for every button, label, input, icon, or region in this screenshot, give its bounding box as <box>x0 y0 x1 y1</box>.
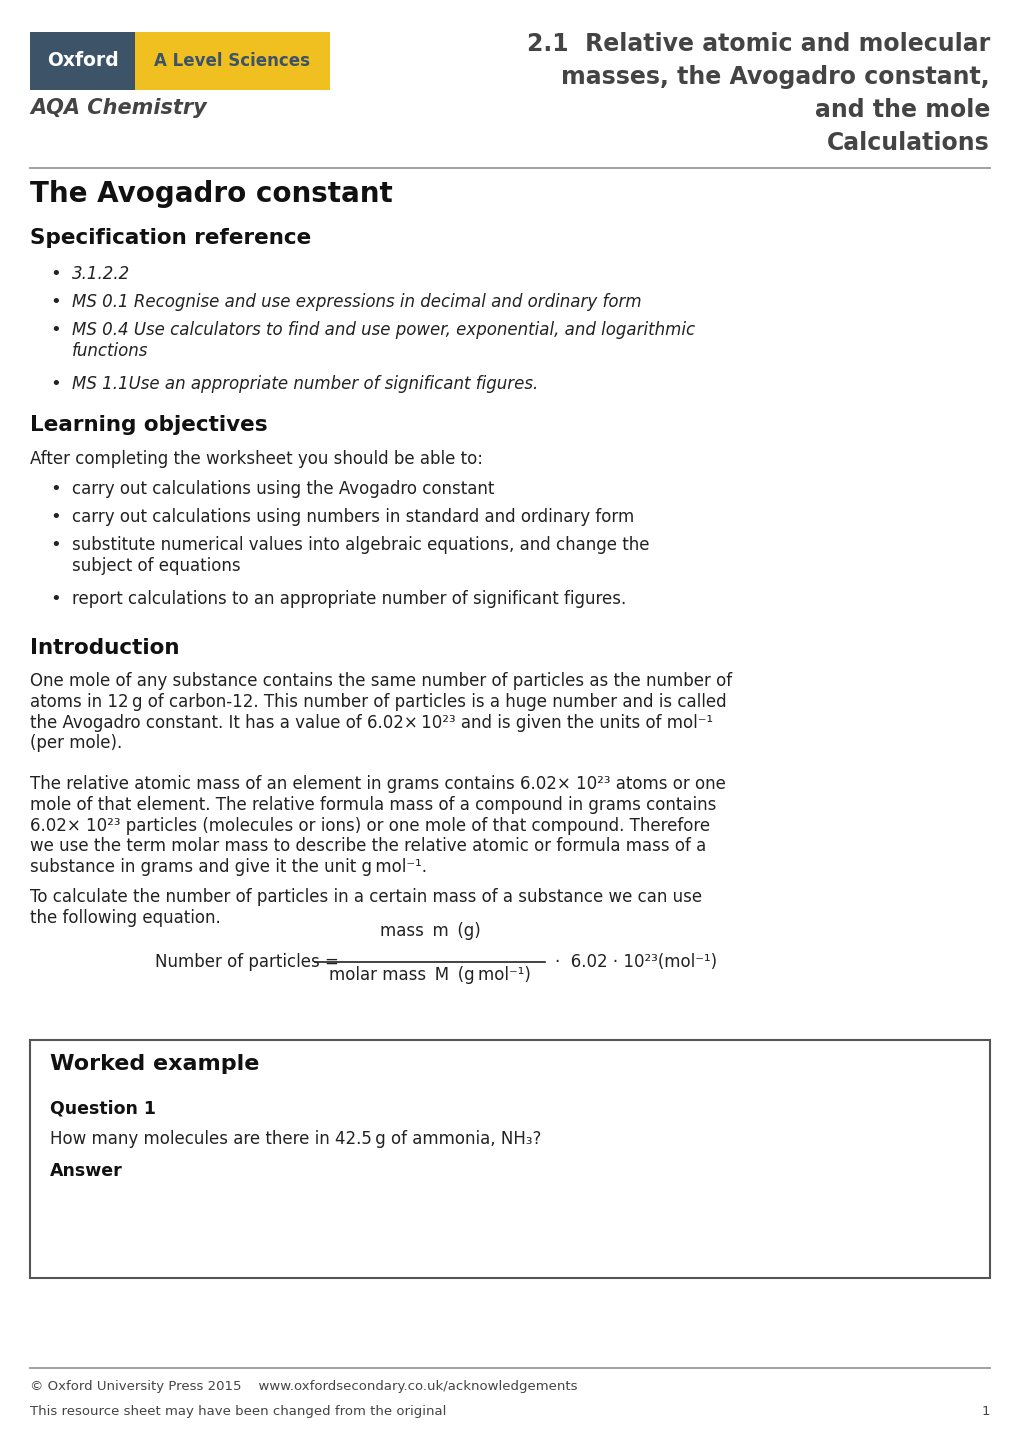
Text: Number of particles =: Number of particles = <box>155 953 338 970</box>
Text: 3.1.2.2: 3.1.2.2 <box>72 265 130 283</box>
Bar <box>30 32 135 89</box>
Text: masses, the Avogadro constant,: masses, the Avogadro constant, <box>560 65 989 89</box>
Text: Learning objectives: Learning objectives <box>30 415 267 435</box>
Text: •: • <box>50 375 61 394</box>
Text: molar mass  M  (g mol⁻¹): molar mass M (g mol⁻¹) <box>329 966 531 983</box>
Text: To calculate the number of particles in a certain mass of a substance we can use: To calculate the number of particles in … <box>30 888 701 927</box>
Text: One mole of any substance contains the same number of particles as the number of: One mole of any substance contains the s… <box>30 672 732 753</box>
Text: •: • <box>50 508 61 526</box>
Text: Specification reference: Specification reference <box>30 228 311 248</box>
Text: Oxford: Oxford <box>47 52 119 71</box>
Text: •: • <box>50 322 61 339</box>
Text: ·  6.02 · 10²³(mol⁻¹): · 6.02 · 10²³(mol⁻¹) <box>554 953 716 970</box>
Text: MS 0.4 Use calculators to find and use power, exponential, and logarithmic
funct: MS 0.4 Use calculators to find and use p… <box>72 322 694 360</box>
Text: A Level Sciences: A Level Sciences <box>154 52 310 71</box>
Text: MS 1.1Use an appropriate number of significant figures.: MS 1.1Use an appropriate number of signi… <box>72 375 538 394</box>
Text: and the mole: and the mole <box>814 98 989 123</box>
Text: After completing the worksheet you should be able to:: After completing the worksheet you shoul… <box>30 450 483 469</box>
Text: •: • <box>50 536 61 554</box>
Text: •: • <box>50 480 61 497</box>
Text: This resource sheet may have been changed from the original: This resource sheet may have been change… <box>30 1405 446 1417</box>
Text: The Avogadro constant: The Avogadro constant <box>30 180 392 208</box>
FancyBboxPatch shape <box>30 1040 989 1278</box>
Text: Worked example: Worked example <box>50 1054 259 1074</box>
Text: •: • <box>50 265 61 283</box>
Text: MS 0.1 Recognise and use expressions in decimal and ordinary form: MS 0.1 Recognise and use expressions in … <box>72 293 641 311</box>
Text: AQA Chemistry: AQA Chemistry <box>30 98 207 118</box>
Text: 1: 1 <box>980 1405 989 1417</box>
Text: The relative atomic mass of an element in grams contains 6.02× 10²³ atoms or one: The relative atomic mass of an element i… <box>30 774 726 877</box>
Text: Calculations: Calculations <box>826 131 989 154</box>
Text: 2.1  Relative atomic and molecular: 2.1 Relative atomic and molecular <box>526 32 989 56</box>
Text: How many molecules are there in 42.5 g of ammonia, NH₃?: How many molecules are there in 42.5 g o… <box>50 1131 541 1148</box>
Text: mass  m  (g): mass m (g) <box>379 921 480 940</box>
Text: Question 1: Question 1 <box>50 1100 156 1118</box>
Text: Answer: Answer <box>50 1162 122 1180</box>
Text: substitute numerical values into algebraic equations, and change the
subject of : substitute numerical values into algebra… <box>72 536 649 575</box>
Text: carry out calculations using numbers in standard and ordinary form: carry out calculations using numbers in … <box>72 508 634 526</box>
Text: Introduction: Introduction <box>30 637 179 658</box>
Text: •: • <box>50 590 61 609</box>
Text: © Oxford University Press 2015    www.oxfordsecondary.co.uk/acknowledgements: © Oxford University Press 2015 www.oxfor… <box>30 1380 577 1393</box>
Text: •: • <box>50 293 61 311</box>
Bar <box>135 32 330 89</box>
Text: carry out calculations using the Avogadro constant: carry out calculations using the Avogadr… <box>72 480 494 497</box>
Text: report calculations to an appropriate number of significant figures.: report calculations to an appropriate nu… <box>72 590 626 609</box>
